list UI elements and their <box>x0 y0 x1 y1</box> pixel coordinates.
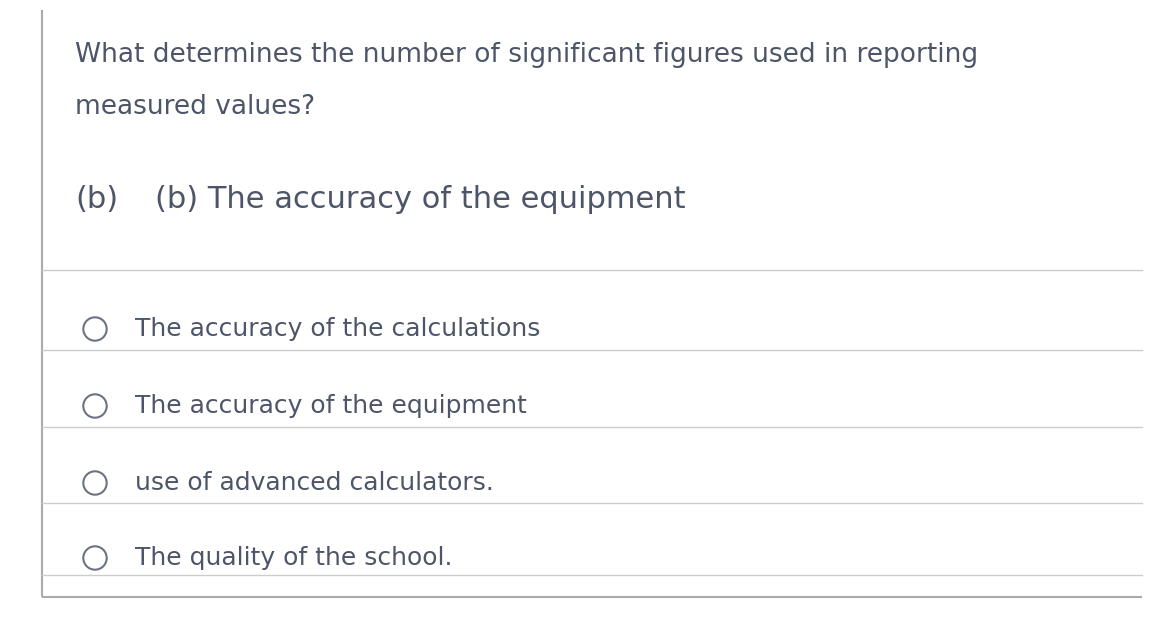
Text: What determines the number of significant figures used in reporting: What determines the number of significan… <box>75 42 978 68</box>
Point <box>85 401 104 411</box>
Point <box>85 324 104 334</box>
Point <box>85 478 104 488</box>
Point <box>85 553 104 563</box>
Text: The quality of the school.: The quality of the school. <box>135 546 453 570</box>
Text: measured values?: measured values? <box>75 94 316 120</box>
Text: use of advanced calculators.: use of advanced calculators. <box>135 471 494 495</box>
Text: (b): (b) <box>75 185 119 214</box>
Text: The accuracy of the calculations: The accuracy of the calculations <box>135 317 540 341</box>
Text: The accuracy of the equipment: The accuracy of the equipment <box>135 394 526 418</box>
Text: (b) The accuracy of the equipment: (b) The accuracy of the equipment <box>156 185 685 214</box>
